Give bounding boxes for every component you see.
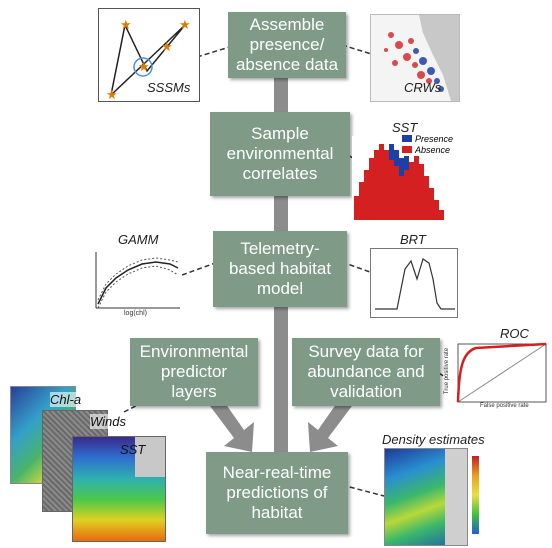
assemble-data-box: Assemble presence/ absence data	[228, 12, 346, 78]
crws-map	[384, 15, 459, 101]
brt-panel	[370, 248, 458, 318]
density-map	[384, 448, 468, 546]
sst-map	[72, 436, 166, 542]
predictions-box: Near-real-time predictions of habitat	[206, 452, 348, 534]
star-marker: ★	[138, 60, 150, 75]
sst-histogram	[354, 144, 444, 220]
crws-panel	[370, 14, 460, 102]
sst-legend: Presence Absence	[402, 134, 453, 156]
sssms-panel: ★ ★ ★ ★ ★	[98, 8, 200, 102]
sssms-track-plot: ★ ★ ★ ★ ★	[106, 18, 191, 101]
roc-panel: True positive rate False positive rate	[444, 340, 550, 412]
sample-correlates-label: Sample environmental correlates	[226, 124, 334, 183]
environmental-layers-box: Environmental predictor layers	[130, 338, 258, 406]
telemetry-model-label: Telemetry- based habitat model	[228, 239, 332, 298]
sssms-label: SSSMs	[147, 80, 191, 95]
star-marker: ★	[179, 18, 191, 33]
star-marker: ★	[161, 40, 173, 55]
density-map-land	[445, 449, 467, 545]
sample-correlates-box: Sample environmental correlates	[210, 112, 350, 196]
sst-map-label: SST	[120, 442, 146, 457]
legend-absence: Absence	[402, 145, 453, 156]
sst-hist-title: SST	[392, 120, 418, 135]
gamm-title: GAMM	[118, 232, 159, 247]
survey-data-label: Survey data for abundance and validation	[307, 342, 425, 401]
telemetry-model-box: Telemetry- based habitat model	[213, 231, 347, 307]
star-marker: ★	[120, 18, 132, 33]
star-marker: ★	[106, 88, 118, 101]
assemble-data-label: Assemble presence/ absence data	[235, 15, 339, 74]
survey-data-box: Survey data for abundance and validation	[292, 338, 440, 406]
density-colorbar	[472, 456, 479, 534]
gamm-curve-plot	[95, 252, 180, 309]
roc-title: ROC	[500, 326, 529, 341]
gamm-panel: log(chl)	[86, 248, 182, 320]
brt-title: BRT	[400, 232, 426, 247]
roc-curve-plot	[456, 342, 547, 403]
winds-label: Winds	[90, 414, 127, 429]
connector-gamm	[181, 261, 219, 276]
roc-xlabel: False positive rate	[480, 403, 529, 409]
chla-label: Chl-a	[50, 392, 82, 407]
connector-density	[341, 484, 389, 498]
gamm-xlabel: log(chl)	[124, 310, 147, 317]
roc-ylabel: True positive rate	[444, 347, 451, 395]
crws-label: CRWs	[404, 80, 442, 95]
connector-crws	[341, 44, 379, 57]
sst-map-land	[135, 437, 165, 477]
density-title: Density estimates	[382, 432, 485, 447]
predictions-label: Near-real-time predictions of habitat	[222, 463, 332, 522]
legend-presence: Presence	[402, 134, 453, 145]
environmental-layers-label: Environmental predictor layers	[139, 342, 249, 401]
brt-partial-plot	[375, 258, 455, 310]
